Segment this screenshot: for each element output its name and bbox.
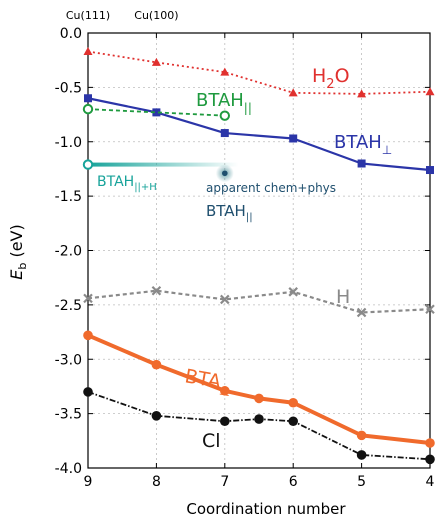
label-btah-perp-main: BTAH [334,132,382,153]
series-h-point-4 [356,307,367,318]
x-axis-ticks: 9 8 7 6 5 4 [84,33,435,490]
btah-par-h-bar [88,162,239,167]
series-btah_perp-point-4 [357,159,366,168]
label-h: H [336,286,350,308]
series-h2o-point-1 [151,57,161,66]
btah-par-h-point [82,159,94,170]
y-axis-label-unit: (eV) [7,224,26,262]
extras-layer [82,159,239,183]
y-tick-label-3: -1.5 [55,189,82,205]
y-tick-label-7: -3.5 [55,407,82,423]
label-btah-par: BTAH|| [196,90,252,115]
series-btah_perp-line [87,97,431,172]
series-h2o-point-3 [288,88,298,97]
series-btah_perp-point-1 [152,108,161,117]
x-tick-label-2: 7 [220,474,229,490]
series-cl-point-4 [288,416,299,427]
series-bta_perp-point-5 [356,430,367,441]
label-bta-perp: BTA⊥ [182,365,233,400]
top-label-0: Cu(111) [66,9,110,22]
series-btah_perp-point-3 [289,134,298,143]
label-h2o-main: H [312,65,326,87]
label-btah-par-h-main: BTAH [97,174,134,190]
series-bta_perp-point-4 [288,397,299,408]
y-tick-label-2: -1.0 [55,135,82,151]
label-btah-par-h: BTAH||+H [97,174,157,193]
x-tick-label-3: 6 [289,474,298,490]
label-apparent-sub: || [246,212,253,223]
series-bta_perp-point-2 [220,385,230,396]
series-h2o-point-5 [425,87,435,96]
series-cl-point-3 [254,414,264,424]
series-h2o-point-2 [220,67,230,76]
label-bta-perp-sub: ⊥ [218,383,232,400]
series-btah_perp [84,94,434,175]
series-h-line [87,289,431,314]
apparent-point [222,170,228,177]
x-axis-label: Coordination number [186,500,346,518]
series-bta_perp-point-1 [151,359,162,370]
top-labels: Cu(111) Cu(100) [66,9,179,22]
series-cl [83,387,435,465]
label-apparent-line1: apparent chem+phys [206,181,336,195]
y-axis-ticks: 0.0 -0.5 -1.0 -1.5 -2.0 -2.5 -3.0 -3.5 -4.0 [55,26,430,477]
label-btah-par-h-sub: ||+H [134,182,157,193]
y-tick-label-8: -4.0 [55,461,82,477]
series-h2o [83,46,435,98]
series-cl-point-5 [356,450,367,460]
series-bta_perp-point-6 [425,438,435,448]
series-bta_perp [83,330,435,448]
label-apparent-line2: BTAH|| [206,202,253,223]
x-tick-label-4: 5 [357,474,366,490]
label-h2o: H2O [312,65,350,92]
series-h-point-0 [83,293,93,304]
series-cl-point-6 [425,454,435,465]
series-btah_par-line [87,108,225,117]
y-tick-label-0: 0.0 [60,26,82,42]
label-btah-perp: BTAH⊥ [334,132,392,157]
label-cl: Cl [202,430,221,452]
label-btah-par-main: BTAH [196,90,244,111]
y-axis-label: Eb (eV) [7,224,29,279]
series-btah_perp-point-2 [220,129,229,138]
series-cl-point-1 [151,411,162,421]
y-axis-label-sub: b [16,263,29,270]
series-bta_perp-line [87,333,431,445]
label-h2o-rest: O [335,65,350,87]
series-btah_par [82,103,231,121]
series-h-point-1 [151,285,162,296]
series-btah_perp-point-5 [426,166,434,175]
series-bta_perp-point-3 [254,393,264,404]
series-cl-point-2 [220,416,230,427]
series-h-point-3 [288,287,298,297]
series-btah_perp-point-0 [84,94,92,103]
series-cl-point-0 [83,387,93,397]
y-tick-label-4: -2.0 [55,244,82,260]
label-btah-par-sub: || [244,101,252,115]
label-apparent-main: BTAH [206,202,246,220]
series-h2o-point-4 [357,89,367,98]
series-btah_par-point-1 [219,110,231,121]
y-tick-label-6: -3.0 [55,352,82,368]
label-bta-perp-main: BTA [183,365,222,393]
series-h2o-point-0 [83,46,93,55]
top-label-1: Cu(100) [134,9,178,22]
label-btah-perp-sub: ⊥ [382,143,392,157]
series-layer [82,46,435,465]
series-h [83,285,435,318]
x-tick-label-0: 9 [84,474,93,490]
series-bta_perp-point-0 [83,330,93,341]
y-axis-label-main: E [7,269,26,280]
y-tick-label-5: -2.5 [55,298,82,314]
label-h2o-sub: 2 [326,77,334,92]
x-tick-label-5: 4 [426,474,435,490]
series-btah_par-point-0 [82,103,94,115]
series-h-point-5 [425,304,435,315]
series-h-point-2 [220,294,230,305]
y-tick-label-1: -0.5 [55,80,82,96]
x-tick-label-1: 8 [152,474,161,490]
